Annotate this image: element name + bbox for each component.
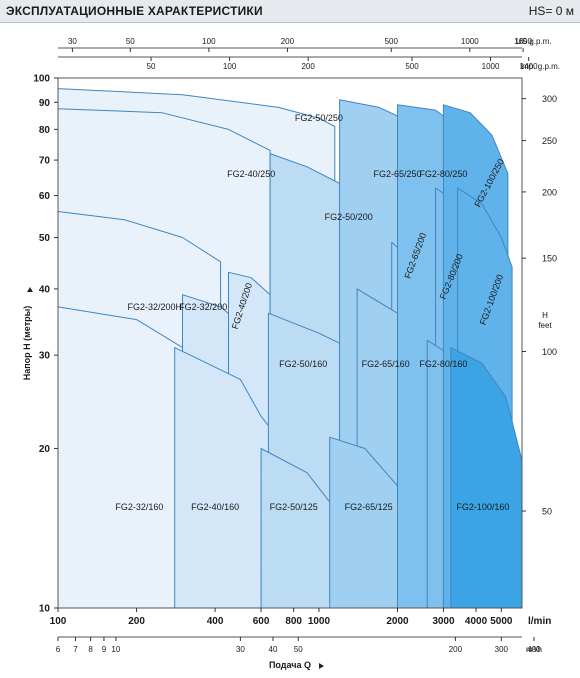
bottom-axis-unit: l/min (528, 616, 551, 627)
bottom-tick-label: 600 (253, 616, 270, 627)
imp-gpm-tick-label: 500 (405, 62, 419, 71)
suction-height-label: HS= 0 м (528, 4, 574, 18)
bottom-tick-label: 4000 (465, 616, 488, 627)
bottom-tick-label: 3000 (432, 616, 455, 627)
bottom-tick-label: 1000 (308, 616, 331, 627)
curve-label-fg2-32-200: FG2-32/200 (179, 302, 227, 312)
us-gpm-tick-label: 1600 (514, 37, 532, 46)
m3h-axis-unit: m³/h (526, 645, 542, 654)
left-tick-label: 70 (39, 156, 51, 167)
m3h-tick-label: 6 (56, 645, 61, 654)
m3h-tick-label: 200 (449, 645, 463, 654)
m3h-tick-label: 9 (102, 645, 107, 654)
chart-frame (57, 77, 523, 609)
us-gpm-tick-label: 1000 (461, 37, 479, 46)
imp-gpm-axis-unit: Imp. g.p.m. (520, 62, 560, 71)
m3h-tick-label: 10 (111, 645, 120, 654)
right-tick-label: 150 (542, 254, 557, 264)
left-tick-label: 40 (39, 284, 51, 295)
curve-label-fg2-50-250: FG2-50/250 (295, 113, 343, 123)
header-bar: ЭКСПЛУАТАЦИОННЫЕ ХАРАКТЕРИСТИКИ HS= 0 м (0, 0, 580, 23)
y-axis-arrow-icon (27, 287, 33, 292)
imp-gpm-tick-label: 200 (301, 62, 315, 71)
curve-areas (57, 88, 523, 609)
left-tick-label: 80 (39, 125, 51, 136)
curve-label-fg2-100-160: FG2-100/160 (456, 502, 509, 512)
right-tick-label: 300 (542, 94, 557, 104)
m3h-tick-label: 50 (294, 645, 303, 654)
right-tick-label: 200 (542, 187, 557, 197)
curve-label-fg2-50-125: FG2-50/125 (270, 502, 318, 512)
bottom-tick-label: 400 (207, 616, 224, 627)
m3h-tick-label: 400 (527, 645, 541, 654)
imp-gpm-tick-label: 100 (223, 62, 237, 71)
x-axis-arrow-icon (319, 663, 324, 669)
us-gpm-tick-label: 30 (68, 37, 77, 46)
bottom-tick-label: 100 (50, 616, 67, 627)
us-gpm-tick-label: 500 (385, 37, 399, 46)
curve-label-fg2-65-250: FG2-65/250 (373, 169, 421, 179)
y-axis-title: Напор H (метры) (22, 306, 32, 381)
us-gpm-axis-unit: US g.p.m. (516, 37, 552, 46)
left-tick-label: 30 (39, 351, 51, 362)
m3h-tick-label: 8 (88, 645, 93, 654)
right-tick-label: 50 (542, 507, 552, 517)
left-tick-label: 100 (33, 74, 50, 85)
curve-label-fg2-50-200: FG2-50/200 (325, 212, 373, 222)
curve-label-fg2-65-160: FG2-65/160 (362, 359, 410, 369)
us-gpm-tick-label: 50 (126, 37, 135, 46)
bottom-tick-label: 5000 (490, 616, 513, 627)
curve-label-fg2-65-125: FG2-65/125 (345, 502, 393, 512)
left-tick-label: 90 (39, 98, 51, 109)
curve-label-fg2-40-160: FG2-40/160 (191, 502, 239, 512)
page-title: ЭКСПЛУАТАЦИОННЫЕ ХАРАКТЕРИСТИКИ (6, 4, 263, 18)
bottom-tick-label: 2000 (386, 616, 409, 627)
imp-gpm-tick-label: 50 (147, 62, 156, 71)
right-axis-unit-feet: feet (538, 321, 552, 330)
imp-gpm-tick-label: 1400 (520, 62, 538, 71)
right-axis-unit: H (542, 311, 548, 320)
axes: 10 20 30 40 50 60 70 80 90 100 50 100 150 200 250 300 Hf… (22, 37, 560, 670)
x-axis-title: Подача Q (269, 660, 311, 670)
curve-label-fg2-32-200h: FG2-32/200H (128, 302, 183, 312)
us-gpm-tick-label: 200 (281, 37, 295, 46)
curve-label-fg2-50-160: FG2-50/160 (279, 359, 327, 369)
curve-label-fg2-40-250: FG2-40/250 (227, 169, 275, 179)
curve-label-fg2-80-250: FG2-80/250 (419, 169, 467, 179)
right-tick-label: 250 (542, 136, 557, 146)
m3h-tick-label: 40 (269, 645, 278, 654)
imp-gpm-tick-label: 1000 (482, 62, 500, 71)
curve-label-fg2-80-160: FG2-80/160 (419, 359, 467, 369)
plot-border (57, 77, 523, 609)
bottom-tick-label: 800 (285, 616, 302, 627)
curve-label-fg2-32-160: FG2-32/160 (115, 502, 163, 512)
m3h-tick-label: 7 (73, 645, 78, 654)
us-gpm-tick-label: 100 (202, 37, 216, 46)
m3h-tick-label: 30 (236, 645, 245, 654)
bottom-tick-label: 200 (128, 616, 145, 627)
right-tick-label: 100 (542, 347, 557, 357)
m3h-tick-label: 300 (495, 645, 509, 654)
left-tick-label: 50 (39, 233, 51, 244)
left-tick-label: 20 (39, 444, 51, 455)
left-tick-label: 60 (39, 191, 51, 202)
left-tick-label: 10 (39, 604, 51, 615)
